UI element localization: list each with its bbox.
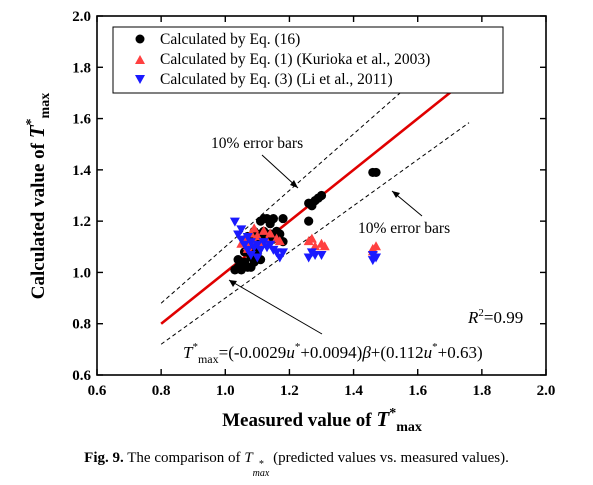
data-point-triangle-down (258, 238, 269, 248)
data-point-triangle-down (252, 240, 263, 250)
data-point-triangle-down (242, 245, 253, 255)
x-tick-label: 1.6 (408, 383, 427, 399)
data-point-triangle-down (278, 248, 289, 258)
caption-symbol-sup: * (258, 459, 264, 470)
error-bars-label-upper: 10% error bars (211, 135, 303, 152)
data-point-triangle-down (310, 250, 321, 260)
data-point-triangle-down (236, 235, 247, 245)
error-bars-label-lower: 10% error bars (358, 220, 450, 237)
legend-label: Calculated by Eq. (16) (160, 31, 300, 48)
caption-symbol-sub: max (252, 468, 270, 479)
data-point-triangle-down (252, 253, 263, 263)
y-tick-label: 1.6 (72, 112, 91, 128)
legend-marker-circle (135, 34, 145, 44)
x-tick-label: 2.0 (537, 383, 556, 399)
legend-box (112, 26, 504, 94)
data-point-circle (371, 167, 381, 178)
data-point-triangle-down (245, 238, 256, 248)
data-point-triangle-up (306, 233, 317, 243)
data-point-triangle-up (319, 241, 330, 251)
data-point-triangle-up (310, 241, 321, 251)
x-tick-label: 1.4 (344, 383, 363, 399)
legend-marker-triangle-down (135, 75, 145, 84)
caption-text-end: (predicted values vs. measured values). (269, 450, 509, 466)
caption-symbol-scripts: * max (252, 459, 270, 479)
y-axis-title: Calculated value of T*max (24, 93, 53, 299)
y-tick-label: 1.2 (72, 214, 91, 230)
figure-caption: Fig. 9. The comparison of T * max (predict… (0, 450, 593, 479)
x-tick-label: 1.0 (216, 383, 235, 399)
axis-ticks: 0.6 0.8 1.0 1.2 1.4 1.6 1.8 2.0 0.6 0.8 1.0 1.2 1.4 1… (72, 9, 555, 399)
data-point-triangle-down (265, 240, 276, 250)
y-tick-label: 1.4 (72, 163, 91, 179)
data-point-triangle-down (271, 248, 282, 258)
legend-label: Calculated by Eq. (1) (Kurioka et al., 2… (160, 51, 430, 68)
y-tick-label: 2.0 (72, 9, 91, 25)
error-band-lower (160, 122, 470, 345)
arrowhead (392, 191, 400, 198)
data-point-circle (304, 216, 314, 226)
x-tick-label: 0.6 (88, 383, 107, 399)
x-tick-label: 0.8 (152, 383, 171, 399)
x-axis-title: Measured value of T*max (222, 406, 422, 435)
data-point-circle (265, 219, 275, 229)
error-bands (160, 32, 470, 345)
equation-arrow (228, 279, 323, 335)
data-point-triangle-down (239, 240, 250, 250)
data-point-triangle-up (265, 228, 276, 238)
error-band-upper (160, 32, 470, 304)
data-point-circle (278, 213, 288, 224)
data-point-triangle-down (229, 217, 240, 227)
legend: Calculated by Eq. (16) Calculated by Eq.… (112, 26, 504, 94)
data-point-triangle-up (258, 225, 269, 235)
data-point-triangle-down (236, 225, 247, 235)
data-point-triangle-up (252, 231, 263, 241)
y-tick-label: 0.8 (72, 317, 91, 333)
arrowhead (290, 180, 298, 188)
data-point-circle (246, 262, 256, 272)
arrowhead (229, 280, 237, 287)
data-point-circle (316, 190, 327, 201)
data-point-triangle-up (249, 223, 260, 233)
figure-number: Fig. 9. (84, 450, 124, 466)
x-tick-label: 1.8 (472, 383, 491, 399)
x-tick-label: 1.2 (280, 383, 299, 399)
caption-symbol: T (244, 450, 253, 466)
data-point-triangle-down (316, 250, 327, 260)
data-points (229, 167, 382, 275)
y-tick-label: 1.0 (72, 265, 91, 281)
y-tick-label: 0.6 (72, 368, 91, 384)
data-point-circle (255, 216, 266, 226)
caption-text: The comparison of (127, 450, 245, 466)
fit-equation: T*max=(-0.0029u*+0.0094)β+(0.112u*+0.63) (183, 341, 483, 366)
scatter-chart: 0.6 0.8 1.0 1.2 1.4 1.6 1.8 2.0 0.6 0.8 1.0 1.2 1.4 1… (24, 9, 555, 435)
legend-marker-triangle-up (135, 55, 145, 64)
data-point-triangle-up (274, 236, 285, 246)
data-point-circle (233, 255, 243, 265)
r-squared-label: R2=0.99 (467, 307, 523, 327)
data-point-triangle-down (242, 233, 253, 243)
y-tick-label: 1.8 (72, 60, 91, 76)
data-point-triangle-down (255, 245, 266, 255)
data-point-triangle-down (367, 250, 378, 260)
plot-frame (96, 15, 547, 376)
legend-label: Calculated by Eq. (3) (Li et al., 2011) (160, 71, 393, 88)
data-point-triangle-down (245, 250, 256, 260)
